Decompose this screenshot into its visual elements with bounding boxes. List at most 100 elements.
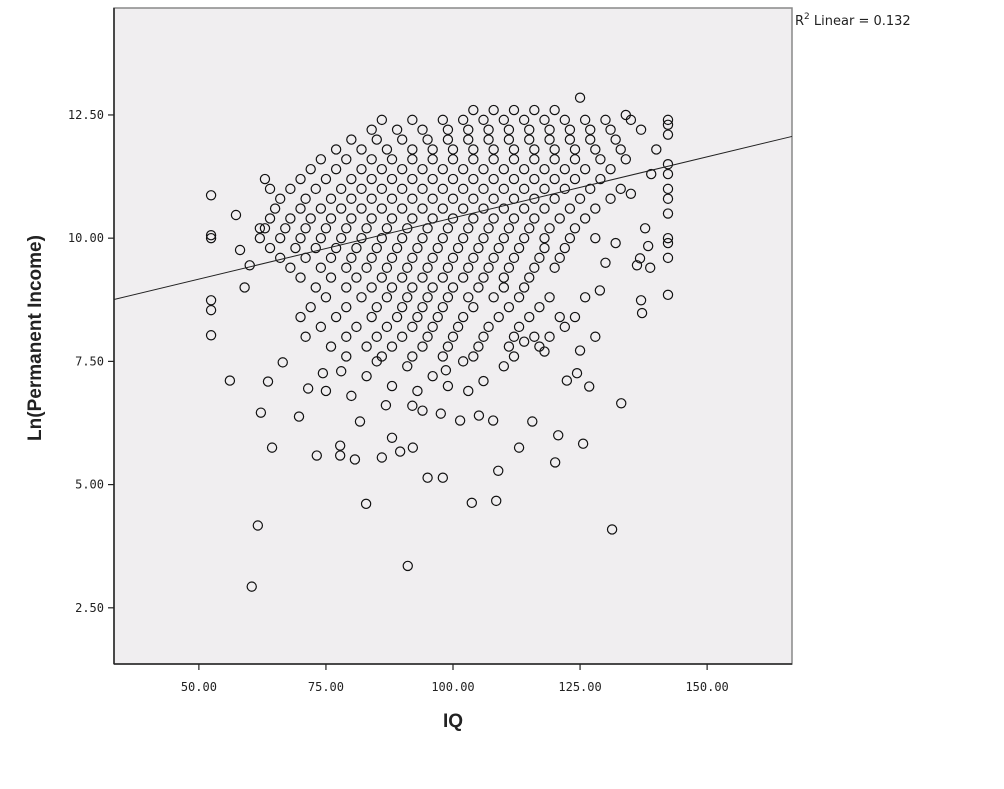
data-point — [341, 262, 352, 273]
data-point — [447, 213, 459, 224]
data-point — [356, 292, 367, 303]
data-point — [569, 154, 581, 165]
data-point — [473, 410, 485, 421]
data-point — [417, 163, 428, 175]
data-point — [559, 163, 571, 175]
data-point — [595, 173, 606, 185]
data-point — [549, 104, 560, 116]
data-point — [325, 193, 337, 204]
data-point — [442, 134, 454, 145]
data-point — [518, 232, 530, 244]
data-point — [264, 183, 276, 195]
data-point — [447, 154, 459, 165]
data-point — [417, 232, 428, 244]
data-point — [503, 124, 515, 135]
data-point — [325, 252, 337, 264]
data-point — [518, 336, 530, 347]
data-point — [442, 262, 454, 273]
data-point — [488, 154, 499, 165]
data-point — [305, 301, 316, 313]
data-point — [524, 223, 535, 234]
data-point — [606, 524, 618, 535]
data-point — [205, 295, 217, 306]
data-point — [488, 193, 499, 204]
data-point — [662, 129, 674, 140]
data-point — [310, 242, 321, 254]
data-point — [346, 193, 357, 204]
data-point — [457, 183, 469, 195]
data-point — [295, 203, 306, 214]
data-point — [295, 232, 306, 244]
data-point — [457, 356, 469, 367]
data-point — [549, 144, 560, 155]
data-point — [571, 368, 583, 379]
data-point — [366, 252, 377, 264]
data-point — [577, 438, 589, 449]
data-point — [549, 457, 561, 468]
data-point — [579, 292, 591, 303]
data-point — [478, 114, 489, 126]
data-point — [412, 242, 423, 254]
data-point — [407, 144, 418, 155]
data-point — [457, 114, 469, 126]
data-point — [498, 282, 510, 293]
data-point — [585, 183, 596, 195]
data-point — [407, 154, 418, 165]
data-point — [544, 134, 555, 145]
data-point — [574, 193, 586, 204]
data-point — [230, 209, 242, 221]
data-point — [361, 370, 372, 382]
data-point — [534, 301, 545, 313]
data-point — [349, 454, 361, 465]
data-point — [524, 134, 535, 145]
data-point — [346, 173, 357, 185]
data-point — [639, 223, 651, 234]
data-point — [386, 193, 398, 204]
data-point — [493, 242, 504, 254]
data-point — [488, 104, 499, 116]
data-point — [205, 232, 217, 244]
data-point — [447, 193, 459, 204]
data-point — [437, 114, 449, 126]
data-point — [569, 144, 581, 155]
data-point — [302, 383, 314, 394]
data-point — [285, 183, 296, 195]
data-point — [341, 154, 352, 165]
data-point — [259, 223, 271, 234]
data-point — [417, 341, 428, 352]
data-point — [518, 203, 530, 214]
data-point — [351, 272, 362, 283]
data-point — [224, 375, 236, 386]
data-point — [644, 262, 656, 273]
data-point — [346, 390, 357, 402]
data-point — [335, 366, 347, 377]
data-point — [366, 154, 377, 165]
data-point — [483, 262, 494, 273]
data-point — [371, 301, 382, 313]
data-point — [205, 304, 217, 316]
data-point — [625, 114, 637, 126]
data-point — [356, 232, 367, 244]
data-point — [508, 173, 520, 185]
data-points — [205, 92, 674, 592]
data-point — [442, 223, 454, 234]
data-point — [605, 124, 616, 135]
data-point — [407, 442, 419, 453]
data-point — [503, 301, 515, 313]
data-point — [498, 183, 510, 195]
data-point — [381, 223, 393, 234]
data-point — [454, 415, 466, 426]
data-point — [491, 495, 502, 507]
data-point — [473, 341, 484, 352]
data-point — [457, 272, 469, 283]
data-point — [544, 223, 555, 234]
data-point — [600, 257, 611, 269]
data-point — [610, 134, 621, 145]
data-point — [376, 163, 388, 175]
data-point — [442, 124, 454, 135]
data-point — [330, 242, 342, 254]
data-point — [320, 292, 332, 303]
data-point — [636, 307, 648, 319]
data-point — [488, 252, 499, 264]
data-point — [315, 232, 327, 244]
